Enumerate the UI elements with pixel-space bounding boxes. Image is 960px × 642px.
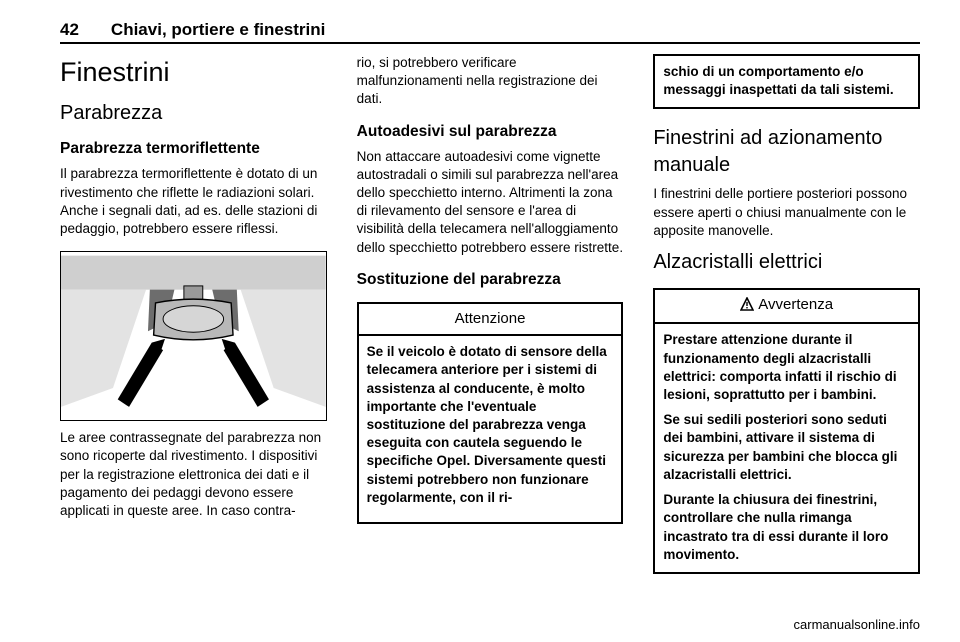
windshield-figure	[60, 251, 327, 421]
callout-body: schio di un comportamento e/o messaggi i…	[655, 54, 918, 107]
paragraph: Non attaccare autoadesivi come vignette …	[357, 148, 624, 257]
callout-text: Durante la chiusura dei finestrini, cont…	[663, 491, 910, 564]
heading-azionamento-manuale: Finestrini ad azionamento manuale	[653, 125, 920, 179]
callout-attenzione: Attenzione Se il veicolo è dotato di sen…	[357, 302, 624, 524]
heading-sostituzione: Sostituzione del parabrezza	[357, 270, 624, 291]
warning-icon	[740, 297, 754, 317]
callout-body: Se il veicolo è dotato di sensore della …	[359, 336, 622, 522]
column-1: Finestrini Parabrezza Parabrezza termori…	[60, 54, 327, 594]
heading-alzacristalli: Alzacristalli elettrici	[653, 249, 920, 276]
paragraph: rio, si potrebbero verificare malfunzion…	[357, 54, 624, 109]
callout-body: Prestare attenzione durante il funzionam…	[655, 324, 918, 572]
callout-title: Avvertenza	[655, 290, 918, 324]
heading-finestrini: Finestrini	[60, 54, 327, 90]
heading-autoadesivi: Autoadesivi sul parabrezza	[357, 122, 624, 143]
paragraph: I finestrini delle portiere posteriori p…	[653, 185, 920, 240]
callout-text: schio di un comportamento e/o messaggi i…	[663, 63, 910, 99]
callout-text: Se sui sedili posteriori sono seduti dei…	[663, 411, 910, 484]
paragraph: Il parabrezza termoriflettente è dotato …	[60, 165, 327, 238]
callout-avvertenza: Avvertenza Prestare attenzione durante i…	[653, 288, 920, 574]
heading-parabrezza: Parabrezza	[60, 100, 327, 127]
windshield-svg	[61, 252, 326, 420]
callout-title-text: Avvertenza	[758, 296, 833, 313]
page-number: 42	[60, 20, 79, 40]
chapter-title: Chiavi, portiere e finestrini	[111, 20, 325, 40]
column-2: rio, si potrebbero verificare malfunzion…	[357, 54, 624, 594]
paragraph: Le aree contrassegnate del parabrezza no…	[60, 429, 327, 520]
footer-domain: carmanualsonline.info	[794, 617, 920, 632]
page-header: 42 Chiavi, portiere e finestrini	[60, 20, 920, 44]
heading-termoriflettente: Parabrezza termoriflettente	[60, 139, 327, 160]
callout-title: Attenzione	[359, 304, 622, 336]
callout-text: Se il veicolo è dotato di sensore della …	[367, 343, 614, 507]
callout-text: Prestare attenzione durante il funzionam…	[663, 331, 910, 404]
content-columns: Finestrini Parabrezza Parabrezza termori…	[60, 54, 920, 594]
column-3: schio di un comportamento e/o messaggi i…	[653, 54, 920, 594]
manual-page: 42 Chiavi, portiere e finestrini Finestr…	[0, 0, 960, 642]
callout-attenzione-cont: schio di un comportamento e/o messaggi i…	[653, 54, 920, 109]
